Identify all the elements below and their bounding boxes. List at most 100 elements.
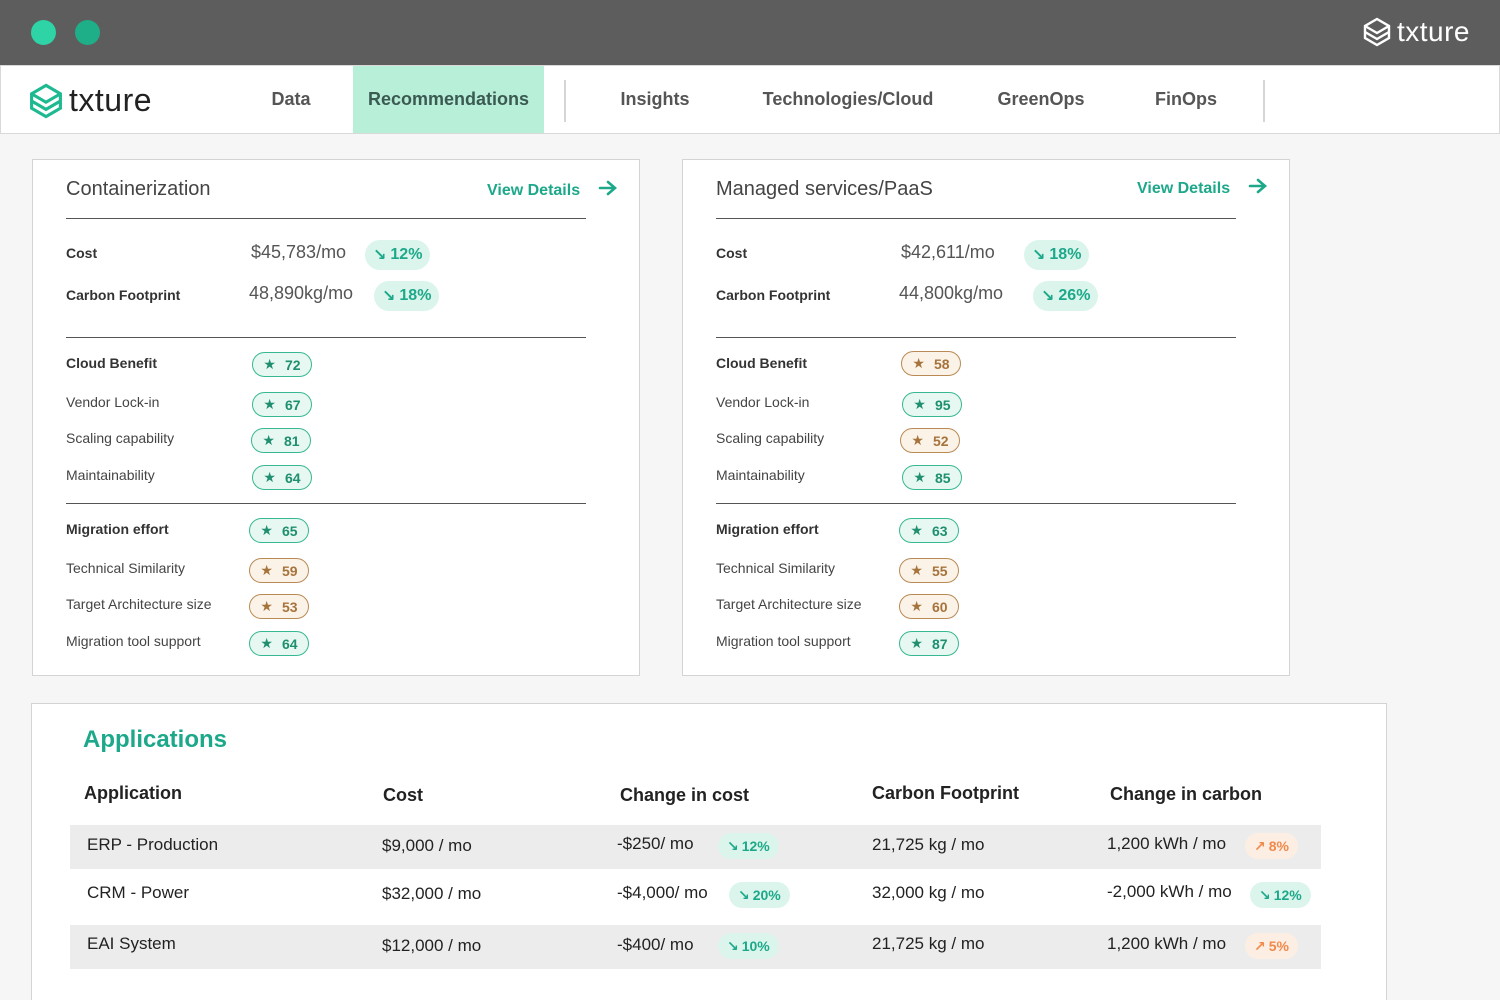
table-row[interactable]: EAI System $12,000 / mo -$400/ mo ↘ 10% 2… xyxy=(70,925,1321,969)
target-architecture-size-label: Target Architecture size xyxy=(716,596,862,612)
vendor-lock-in-label: Vendor Lock-in xyxy=(66,394,160,410)
view-details-label: View Details xyxy=(1137,179,1231,197)
trend-down-icon: ↘ xyxy=(1032,247,1046,264)
carbon-footprint-value: 21,725 kg / mo xyxy=(872,835,985,854)
score-value: 72 xyxy=(284,356,301,373)
tab-technologies-cloud[interactable]: Technologies/Cloud xyxy=(762,89,934,109)
migration-tool-support-label: Migration tool support xyxy=(716,633,851,649)
star-icon: ★ xyxy=(910,635,923,651)
carbon-footprint-value: 32,000 kg / mo xyxy=(872,883,985,902)
window-dot-teal[interactable] xyxy=(75,20,100,45)
column-header-carbon-footprint[interactable]: Carbon Footprint xyxy=(872,783,1019,803)
column-header-cost[interactable]: Cost xyxy=(383,785,423,805)
applications-title: Applications xyxy=(83,726,228,753)
txture-cube-icon xyxy=(30,83,62,118)
arrow-right-icon xyxy=(598,180,618,201)
maintainability-label: Maintainability xyxy=(716,467,805,483)
divider xyxy=(66,218,586,219)
score-value: 64 xyxy=(284,469,301,486)
technical-similarity-label: Technical Similarity xyxy=(716,560,836,576)
column-header-change-in-carbon[interactable]: Change in carbon xyxy=(1110,784,1263,804)
titlebar-brand-name: txture xyxy=(1396,16,1470,47)
trend-down-icon: ↘ xyxy=(1259,886,1271,903)
carbon-footprint-value: 44,800kg/mo xyxy=(899,283,1004,303)
carbon-change-badge: ↘ 18% xyxy=(374,281,440,311)
nav-divider xyxy=(1263,80,1265,122)
scaling-capability-score: ★ 81 xyxy=(251,428,311,453)
migration-tool-support-score: ★ 87 xyxy=(899,631,959,656)
cost-change-value: 18% xyxy=(1049,246,1082,263)
nav-brand-name: txture xyxy=(69,82,153,118)
badge-value: 10% xyxy=(741,938,770,954)
technical-similarity-score: ★ 55 xyxy=(899,558,959,583)
carbon-change-badge: ↘ 26% xyxy=(1033,281,1099,311)
maintainability-score: ★ 85 xyxy=(902,465,962,490)
score-value: 58 xyxy=(933,355,950,372)
star-icon: ★ xyxy=(262,432,275,448)
tab-insights[interactable]: Insights xyxy=(620,89,690,109)
carbon-footprint-label: Carbon Footprint xyxy=(716,287,831,303)
maintainability-score: ★ 64 xyxy=(252,465,312,490)
nav-logo[interactable]: txture xyxy=(29,82,152,119)
change-in-cost-badge: ↘ 10% xyxy=(718,933,779,959)
view-details-link[interactable]: View Details xyxy=(487,180,618,201)
cost-value: $42,611/mo xyxy=(901,242,995,262)
table-row[interactable]: ERP - Production $9,000 / mo -$250/ mo ↘… xyxy=(70,825,1321,869)
change-in-carbon-value: 1,200 kWh / mo xyxy=(1107,934,1227,953)
vendor-lock-in-label: Vendor Lock-in xyxy=(716,394,810,410)
card-title: Managed services/PaaS xyxy=(716,178,933,200)
migration-effort-score: ★ 63 xyxy=(899,518,959,543)
application-name: ERP - Production xyxy=(87,835,219,854)
star-icon: ★ xyxy=(910,598,923,614)
view-details-link[interactable]: View Details xyxy=(1137,178,1268,199)
score-value: 95 xyxy=(934,396,951,413)
divider xyxy=(66,503,586,504)
table-row[interactable]: CRM - Power $32,000 / mo -$4,000/ mo ↘ 20… xyxy=(70,873,1321,917)
tab-data[interactable]: Data xyxy=(271,89,311,109)
trend-up-icon: ↗ xyxy=(1254,837,1266,854)
change-in-carbon-value: -2,000 kWh / mo xyxy=(1107,882,1232,901)
score-value: 55 xyxy=(931,562,948,579)
tab-finops[interactable]: FinOps xyxy=(1155,89,1217,109)
score-value: 53 xyxy=(281,598,298,615)
cost-change-badge: ↘ 12% xyxy=(365,240,431,270)
trend-down-icon: ↘ xyxy=(1041,288,1055,305)
titlebar-logo: txture xyxy=(1363,16,1470,48)
score-value: 60 xyxy=(931,598,948,615)
migration-effort-score: ★ 65 xyxy=(249,518,309,543)
star-icon: ★ xyxy=(911,432,924,448)
cloud-benefit-score: ★ 58 xyxy=(901,351,961,376)
column-header-change-in-cost[interactable]: Change in cost xyxy=(620,785,750,805)
migration-effort-label: Migration effort xyxy=(716,521,819,537)
tab-recommendations[interactable]: Recommendations xyxy=(353,66,544,133)
window-dot-green[interactable] xyxy=(31,20,56,45)
application-cost: $32,000 / mo xyxy=(382,884,482,903)
vendor-lock-in-score: ★ 95 xyxy=(902,392,962,417)
change-in-cost-value: -$4,000/ mo xyxy=(617,883,708,902)
maintainability-label: Maintainability xyxy=(66,467,155,483)
trend-down-icon: ↘ xyxy=(373,247,387,264)
trend-down-icon: ↘ xyxy=(727,937,739,954)
cloud-benefit-label: Cloud Benefit xyxy=(66,355,157,371)
tab-greenops[interactable]: GreenOps xyxy=(997,89,1085,109)
divider xyxy=(716,218,1236,219)
carbon-footprint-value: 48,890kg/mo xyxy=(249,283,354,303)
migration-tool-support-label: Migration tool support xyxy=(66,633,201,649)
badge-value: 12% xyxy=(1273,887,1302,903)
scaling-capability-label: Scaling capability xyxy=(716,430,825,446)
column-header-application[interactable]: Application xyxy=(84,783,182,803)
star-icon: ★ xyxy=(260,522,273,538)
badge-value: 8% xyxy=(1268,838,1289,854)
score-value: 87 xyxy=(931,635,948,652)
badge-value: 5% xyxy=(1268,938,1289,954)
star-icon: ★ xyxy=(910,562,923,578)
change-in-carbon-value: 1,200 kWh / mo xyxy=(1107,834,1227,853)
carbon-change-value: 18% xyxy=(399,287,432,304)
badge-value: 12% xyxy=(741,838,770,854)
recommendation-card-managed-services: Managed services/PaaS View Details Cost … xyxy=(682,159,1290,676)
application-cost: $9,000 / mo xyxy=(382,836,472,855)
trend-up-icon: ↗ xyxy=(1254,937,1266,954)
star-icon: ★ xyxy=(263,396,276,412)
change-in-carbon-badge: ↗ 5% xyxy=(1245,933,1298,959)
target-architecture-size-label: Target Architecture size xyxy=(66,596,212,612)
